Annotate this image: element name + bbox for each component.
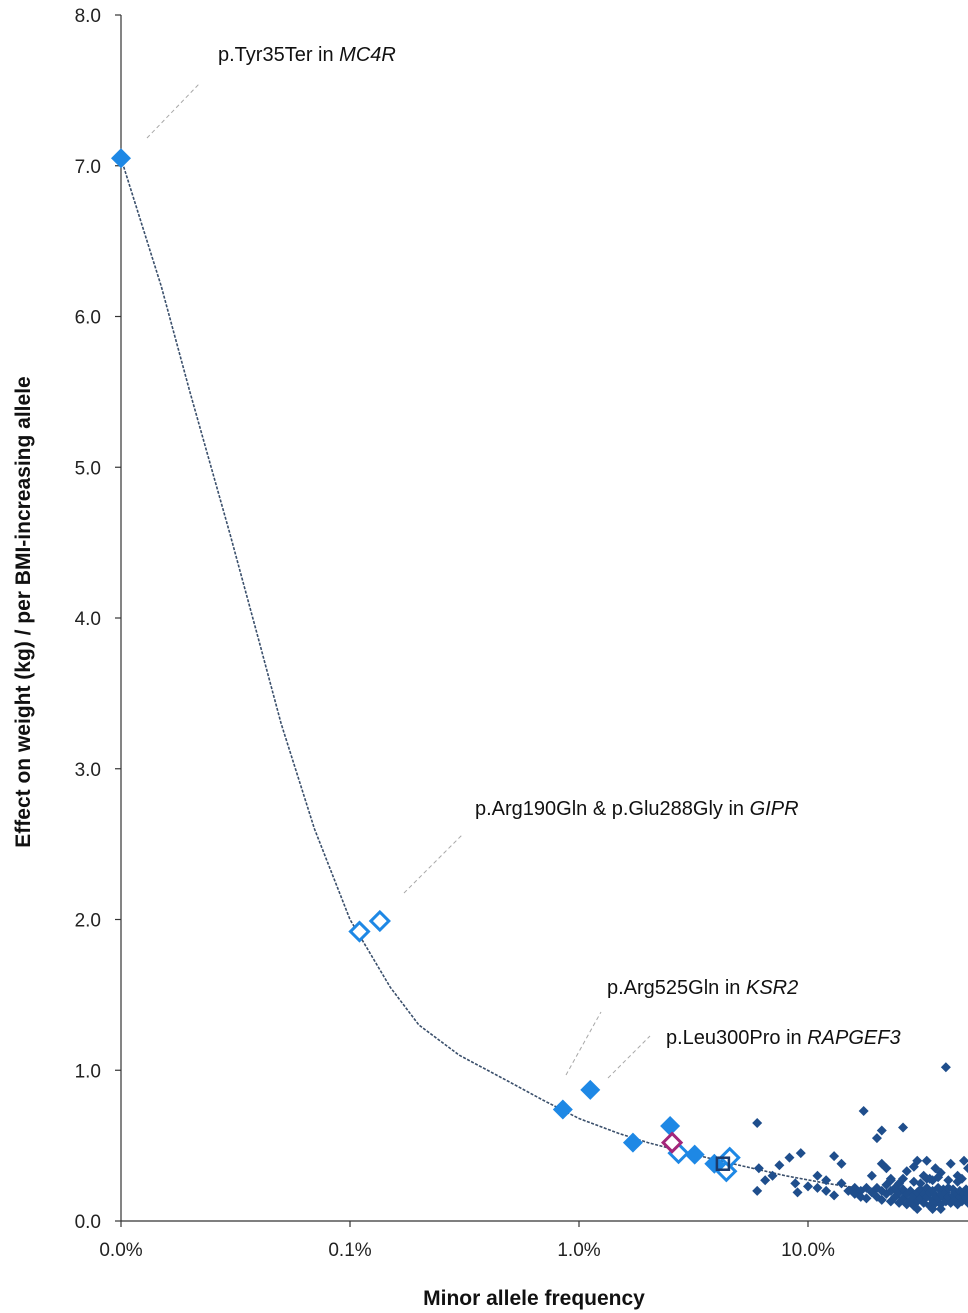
- x-axis-title: Minor allele frequency: [423, 1287, 645, 1310]
- y-axis-title: Effect on weight (kg) / per BMI-increasi…: [12, 376, 35, 847]
- annotation-rapgef3: p.Leu300Pro in RAPGEF3: [666, 1027, 901, 1049]
- small-diamond-point: [803, 1181, 813, 1192]
- small-diamond-point: [753, 1163, 764, 1174]
- y-tick-label: 3.0: [75, 760, 101, 781]
- small-diamond-point: [963, 1197, 968, 1208]
- small-diamond-point: [901, 1166, 912, 1177]
- small-diamond-point: [945, 1158, 956, 1169]
- small-diamond-point: [876, 1125, 887, 1136]
- x-tick-label: 0.1%: [328, 1240, 371, 1261]
- small-diamond-point: [836, 1158, 847, 1169]
- y-tick-label: 0.0: [75, 1212, 101, 1233]
- small-diamond-point: [858, 1105, 869, 1116]
- small-diamond-point: [829, 1151, 840, 1162]
- small-diamond-point: [836, 1178, 847, 1189]
- open-diamond-point: [715, 1160, 738, 1183]
- small-diamond-point: [821, 1185, 832, 1196]
- small-diamond-point: [871, 1133, 882, 1144]
- filled-diamond-point: [622, 1132, 643, 1153]
- small-diamond-point: [908, 1176, 919, 1187]
- small-diamond-point: [812, 1182, 823, 1193]
- filled-diamond-point: [580, 1079, 601, 1100]
- annotation-mc4r: p.Tyr35Ter in MC4R: [218, 44, 396, 66]
- small-diamond-point: [940, 1062, 951, 1073]
- open-square-point: [715, 1156, 731, 1171]
- filled-diamond-point: [552, 1099, 573, 1120]
- leader-lines: [146, 82, 651, 1079]
- small-diamond-point: [876, 1194, 887, 1205]
- small-diamond-point: [963, 1188, 968, 1199]
- small-diamond-point: [752, 1118, 763, 1129]
- small-diamond-point: [752, 1185, 763, 1196]
- x-tick-label: 0.0%: [99, 1240, 142, 1261]
- annotation-gipr: p.Arg190Gln & p.Glu288Gly in GIPR: [475, 798, 799, 820]
- filled-diamond-point: [660, 1116, 681, 1137]
- small-diamond-point: [760, 1175, 771, 1186]
- small-diamond-point: [921, 1155, 932, 1166]
- open-diamond-point: [348, 920, 371, 943]
- small-diamond-point: [915, 1178, 926, 1189]
- small-diamond-point: [829, 1190, 840, 1201]
- y-tick-label: 7.0: [75, 157, 101, 178]
- leader-line-ksr2: [565, 1011, 602, 1076]
- small-diamond-point: [876, 1158, 887, 1169]
- leader-line-mc4r: [146, 82, 201, 139]
- y-tick-label: 8.0: [75, 6, 101, 27]
- small-diamond-point: [855, 1191, 866, 1202]
- small-diamond-point: [821, 1175, 832, 1186]
- annotation-ksr2: p.Arg525Gln in KSR2: [607, 977, 798, 999]
- small-diamond-point: [956, 1173, 967, 1184]
- x-tick-label: 10.0%: [781, 1240, 835, 1261]
- small-diamond-point: [935, 1203, 946, 1214]
- small-diamond-point: [795, 1148, 806, 1159]
- x-tick-label: 1.0%: [557, 1240, 600, 1261]
- small-diamond-point: [963, 1163, 968, 1174]
- trend-curve-layer: [120, 157, 968, 1200]
- trend-curve: [120, 157, 968, 1200]
- filled-diamond-point: [684, 1144, 705, 1165]
- small-diamond-point: [898, 1122, 909, 1133]
- small-diamond-point: [908, 1161, 919, 1172]
- y-tick-label: 2.0: [75, 911, 101, 932]
- data-points: [111, 148, 968, 1214]
- small-diamond-point: [933, 1172, 944, 1183]
- small-diamond-point: [885, 1175, 896, 1186]
- open-diamond-magenta-point: [660, 1131, 684, 1154]
- y-tick-label: 6.0: [75, 308, 101, 329]
- small-diamond-point: [784, 1152, 795, 1163]
- y-tick-labels: 0.0 1.0 2.0 3.0 4.0 5.0 6.0 7.0 8.0: [75, 6, 121, 1233]
- small-diamond-point: [812, 1170, 823, 1181]
- small-diamond-point: [792, 1187, 803, 1198]
- small-diamond-point: [927, 1203, 938, 1214]
- filled-diamond-point: [111, 148, 131, 169]
- small-diamond-point: [767, 1170, 778, 1181]
- y-tick-label: 4.0: [75, 609, 101, 630]
- y-tick-label: 1.0: [75, 1061, 101, 1082]
- small-diamond-point: [912, 1203, 923, 1214]
- small-diamond-point: [943, 1175, 954, 1186]
- small-diamond-point: [866, 1170, 877, 1181]
- small-diamond-point: [921, 1173, 932, 1184]
- open-diamond-point: [368, 909, 391, 933]
- leader-line-gipr: [403, 834, 463, 894]
- small-diamond-point: [898, 1173, 909, 1184]
- small-diamond-point: [959, 1155, 968, 1166]
- small-diamond-point: [790, 1178, 801, 1189]
- x-tick-labels: 0.0% 0.1% 1.0% 10.0%: [99, 1221, 835, 1261]
- y-tick-label: 5.0: [75, 458, 101, 479]
- small-diamond-point: [774, 1160, 785, 1171]
- leader-line-rapgef3: [607, 1035, 651, 1079]
